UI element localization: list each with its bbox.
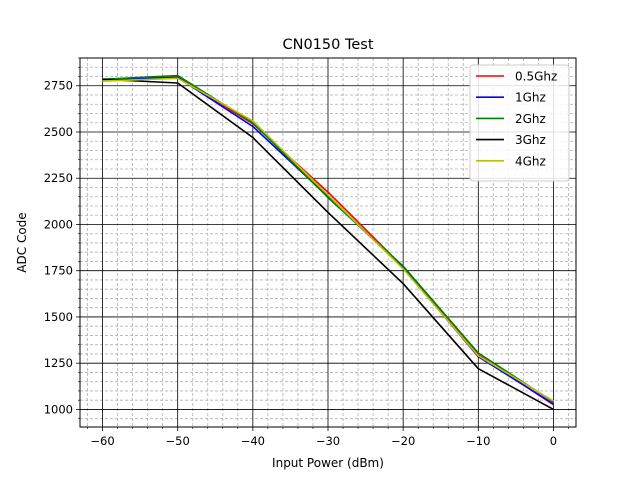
x-tick-label: 0 — [550, 434, 557, 448]
x-tick-label: −20 — [391, 434, 415, 448]
legend-box — [469, 64, 570, 182]
series-line-3Ghz — [102, 78, 554, 411]
x-tick-label: −10 — [466, 434, 490, 448]
legend-label: 4Ghz — [515, 154, 546, 168]
x-tick-label: −40 — [241, 434, 265, 448]
y-tick-label: 1500 — [44, 310, 73, 324]
legend-label: 0.5Ghz — [515, 70, 557, 84]
series-line-2Ghz — [102, 74, 554, 403]
y-tick-label: 2500 — [44, 125, 73, 139]
y-tick-label: 1750 — [44, 264, 73, 278]
y-tick-label: 1250 — [44, 356, 73, 370]
x-tick-label: −60 — [90, 434, 114, 448]
x-axis: −60 −50 −40 −30 −20 −10 0 — [87, 427, 569, 448]
series-lines — [102, 74, 554, 411]
legend-label: 1Ghz — [515, 91, 546, 105]
legend: 0.5Ghz 1Ghz 2Ghz 3Ghz 4Ghz — [469, 64, 570, 182]
y-tick-label: 1000 — [44, 402, 73, 416]
y-axis-label: ADC Code — [15, 212, 29, 272]
legend-label: 3Ghz — [515, 133, 546, 147]
y-tick-label: 2000 — [44, 217, 73, 231]
x-tick-label: −50 — [166, 434, 190, 448]
y-tick-label: 2750 — [44, 79, 73, 93]
x-axis-label: Input Power (dBm) — [272, 456, 384, 470]
legend-label: 2Ghz — [515, 112, 546, 126]
chart-title: CN0150 Test — [282, 37, 373, 53]
y-axis: 1000 1250 1500 1750 2000 2250 2500 2750 — [44, 57, 80, 419]
y-tick-label: 2250 — [44, 171, 73, 185]
series-line-4Ghz — [102, 77, 554, 402]
x-tick-label: −30 — [316, 434, 340, 448]
